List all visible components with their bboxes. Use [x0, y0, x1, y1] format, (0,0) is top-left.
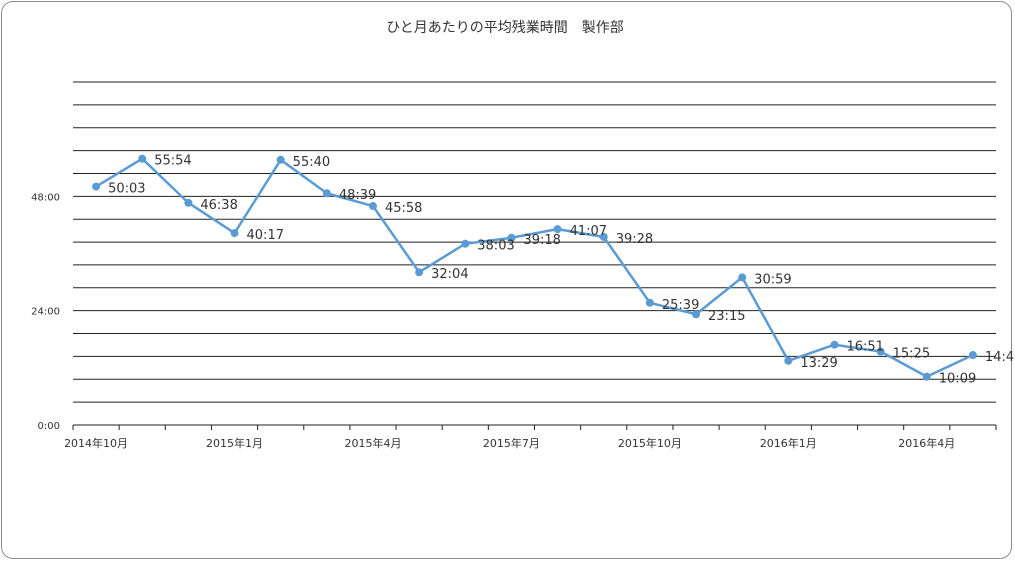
x-tick-label: 2015年7月 [483, 436, 540, 450]
x-tick-labels: 2014年10月 2015年1月 2015年4月 2015年7月 2015年10月 201… [64, 436, 955, 450]
data-label: 32:04 [431, 267, 468, 282]
data-point [830, 340, 839, 349]
x-tick-label: 2016年1月 [760, 436, 817, 450]
data-point [738, 273, 747, 282]
data-point [507, 233, 516, 242]
data-point [138, 154, 147, 163]
data-label: 25:39 [662, 298, 699, 313]
data-point [876, 347, 885, 356]
data-point [184, 198, 193, 207]
data-label: 39:28 [616, 232, 653, 247]
x-tick-label: 2015年1月 [206, 436, 263, 450]
data-label: 55:40 [293, 155, 330, 170]
data-label: 40:17 [247, 228, 284, 243]
data-label: 39:18 [523, 233, 560, 248]
data-point [415, 268, 424, 277]
data-label: 45:58 [385, 201, 422, 216]
y-tick-label: 48:00 [31, 192, 60, 203]
data-point [784, 356, 793, 365]
data-label: 15:25 [893, 347, 930, 362]
data-label: 16:51 [846, 340, 883, 355]
data-label: 55:54 [154, 154, 191, 169]
y-tick-labels: 0:00 24:00 48:00 [31, 192, 60, 432]
data-point [276, 155, 285, 164]
data-point [553, 225, 562, 234]
x-tick-label: 2016年4月 [898, 436, 955, 450]
data-label: 10:09 [939, 372, 976, 387]
data-point [322, 189, 331, 198]
data-point [230, 229, 239, 238]
data-label: 48:39 [339, 188, 376, 203]
data-labels: 50:03 55:54 46:38 40:17 55:40 48:39 45:58 32:04… [108, 154, 1015, 387]
data-point [645, 298, 654, 307]
chart-title: ひと月あたりの平均残業時間 製作部 [386, 20, 624, 36]
y-tick-label: 24:00 [31, 307, 60, 318]
data-point [968, 351, 977, 360]
data-point [92, 182, 101, 191]
series-line [95, 157, 974, 378]
data-point [692, 310, 701, 319]
data-label: 41:07 [570, 224, 607, 239]
data-point [461, 239, 470, 248]
axes [72, 424, 997, 430]
data-label: 23:15 [708, 309, 745, 324]
data-point [368, 202, 377, 211]
x-tick-label: 2015年4月 [344, 436, 401, 450]
x-tick-label: 2015年10月 [618, 436, 682, 450]
data-label: 38:03 [477, 239, 514, 254]
y-tick-label: 0:00 [38, 421, 60, 432]
data-label: 13:29 [800, 356, 837, 371]
data-label: 14:41 [985, 350, 1015, 365]
series-line-group [95, 157, 974, 378]
data-point [922, 372, 931, 381]
x-tick-label: 2014年10月 [64, 436, 128, 450]
data-label: 50:03 [108, 182, 145, 197]
data-point [599, 232, 608, 241]
data-points [92, 154, 977, 381]
data-label: 46:38 [200, 198, 237, 213]
data-label: 30:59 [754, 272, 791, 287]
gridlines [73, 81, 996, 403]
